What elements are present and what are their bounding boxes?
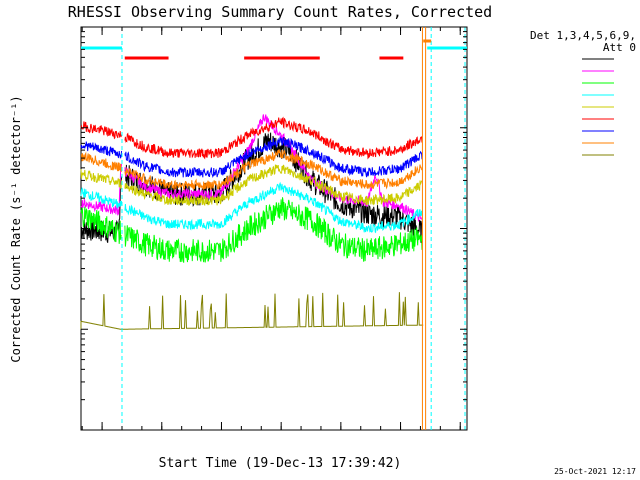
legend-header-line1: Det 1,3,4,5,6,9, xyxy=(530,29,636,42)
series-line-2 xyxy=(80,197,423,263)
x-axis-label: Start Time (19-Dec-13 17:39:42) xyxy=(159,456,402,471)
legend-header-line2: Att 0 xyxy=(603,41,636,54)
legend: Det 1,3,4,5,6,9, Att 0 xyxy=(530,29,636,156)
plot-marks xyxy=(80,27,467,430)
axes xyxy=(81,26,467,431)
footer-timestamp: 25-Oct-2021 12:17 xyxy=(554,467,636,476)
series-line-6 xyxy=(80,135,423,179)
series-line-7 xyxy=(80,149,423,191)
y-axis-label: Corrected Count Rate (s⁻¹ detector⁻¹) xyxy=(9,95,23,362)
chart-title: RHESSI Observing Summary Count Rates, Co… xyxy=(68,3,492,21)
plot-frame xyxy=(80,26,468,431)
series-line-4 xyxy=(80,164,422,207)
series-line-8 xyxy=(80,292,424,330)
series-line-3 xyxy=(80,181,423,234)
